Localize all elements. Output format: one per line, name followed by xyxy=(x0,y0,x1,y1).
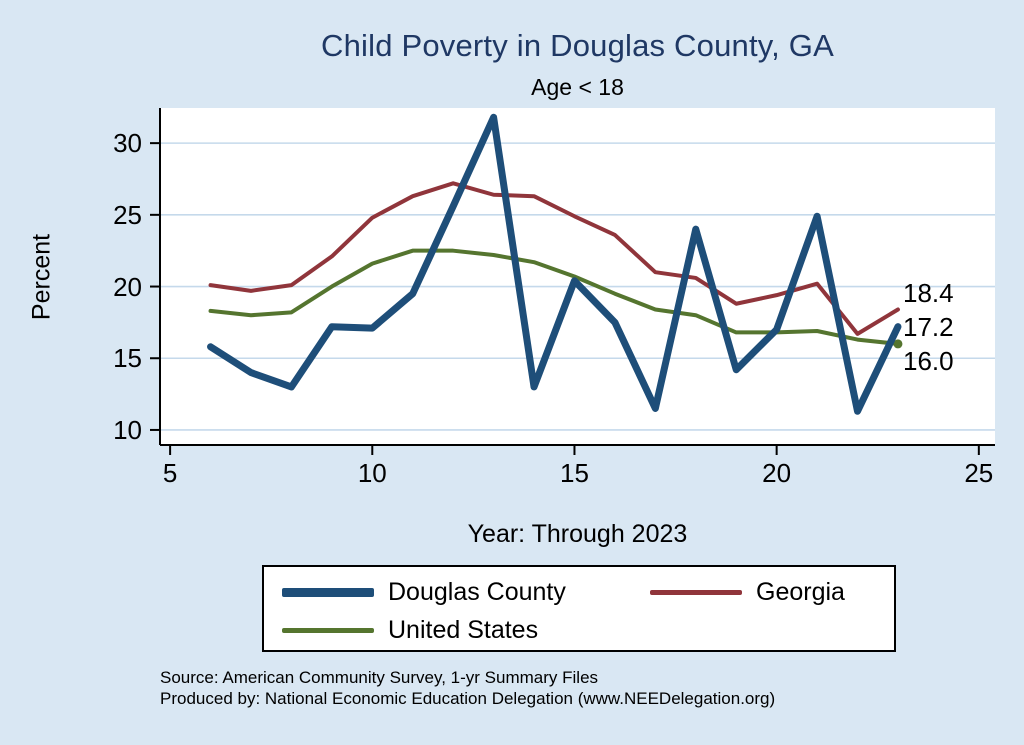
legend-item-douglas-county: Douglas County xyxy=(282,578,650,607)
legend: Douglas County Georgia United States xyxy=(262,565,896,652)
footer-notes: Source: American Community Survey, 1-yr … xyxy=(160,667,775,709)
x-tick-label: 25 xyxy=(964,458,994,488)
y-tick-label: 25 xyxy=(113,199,142,230)
series-end-value-label: 16.0 xyxy=(903,345,954,376)
source-note: Source: American Community Survey, 1-yr … xyxy=(160,668,599,687)
produced-by-note: Produced by: National Economic Education… xyxy=(160,689,776,708)
x-axis-title: Year: Through 2023 xyxy=(467,520,688,548)
legend-swatch-douglas-county xyxy=(282,588,374,598)
legend-item-united-states: United States xyxy=(282,616,650,645)
legend-item-georgia: Georgia xyxy=(650,578,845,607)
y-tick-label: 10 xyxy=(113,414,142,445)
legend-swatch-georgia xyxy=(650,590,742,596)
x-tick-label: 5 xyxy=(162,458,178,488)
y-tick-label: 15 xyxy=(113,343,142,374)
chart-title: Child Poverty in Douglas County, GA xyxy=(321,28,834,63)
y-tick-label: 30 xyxy=(113,128,142,159)
legend-swatch-united-states xyxy=(282,627,374,633)
legend-label-united-states: United States xyxy=(388,615,539,644)
legend-row: United States xyxy=(282,612,894,648)
series-end-value-label: 17.2 xyxy=(903,311,954,342)
series-end-value-label: 18.4 xyxy=(903,277,954,308)
x-tick-label: 20 xyxy=(762,458,792,488)
x-tick-label: 15 xyxy=(559,458,589,488)
legend-label-georgia: Georgia xyxy=(756,578,845,607)
y-tick-label: 20 xyxy=(113,271,142,302)
legend-row: Douglas County Georgia xyxy=(282,575,894,611)
legend-label-douglas-county: Douglas County xyxy=(388,578,566,607)
x-tick-label: 10 xyxy=(357,458,387,488)
chart-subtitle: Age < 18 xyxy=(531,74,624,100)
